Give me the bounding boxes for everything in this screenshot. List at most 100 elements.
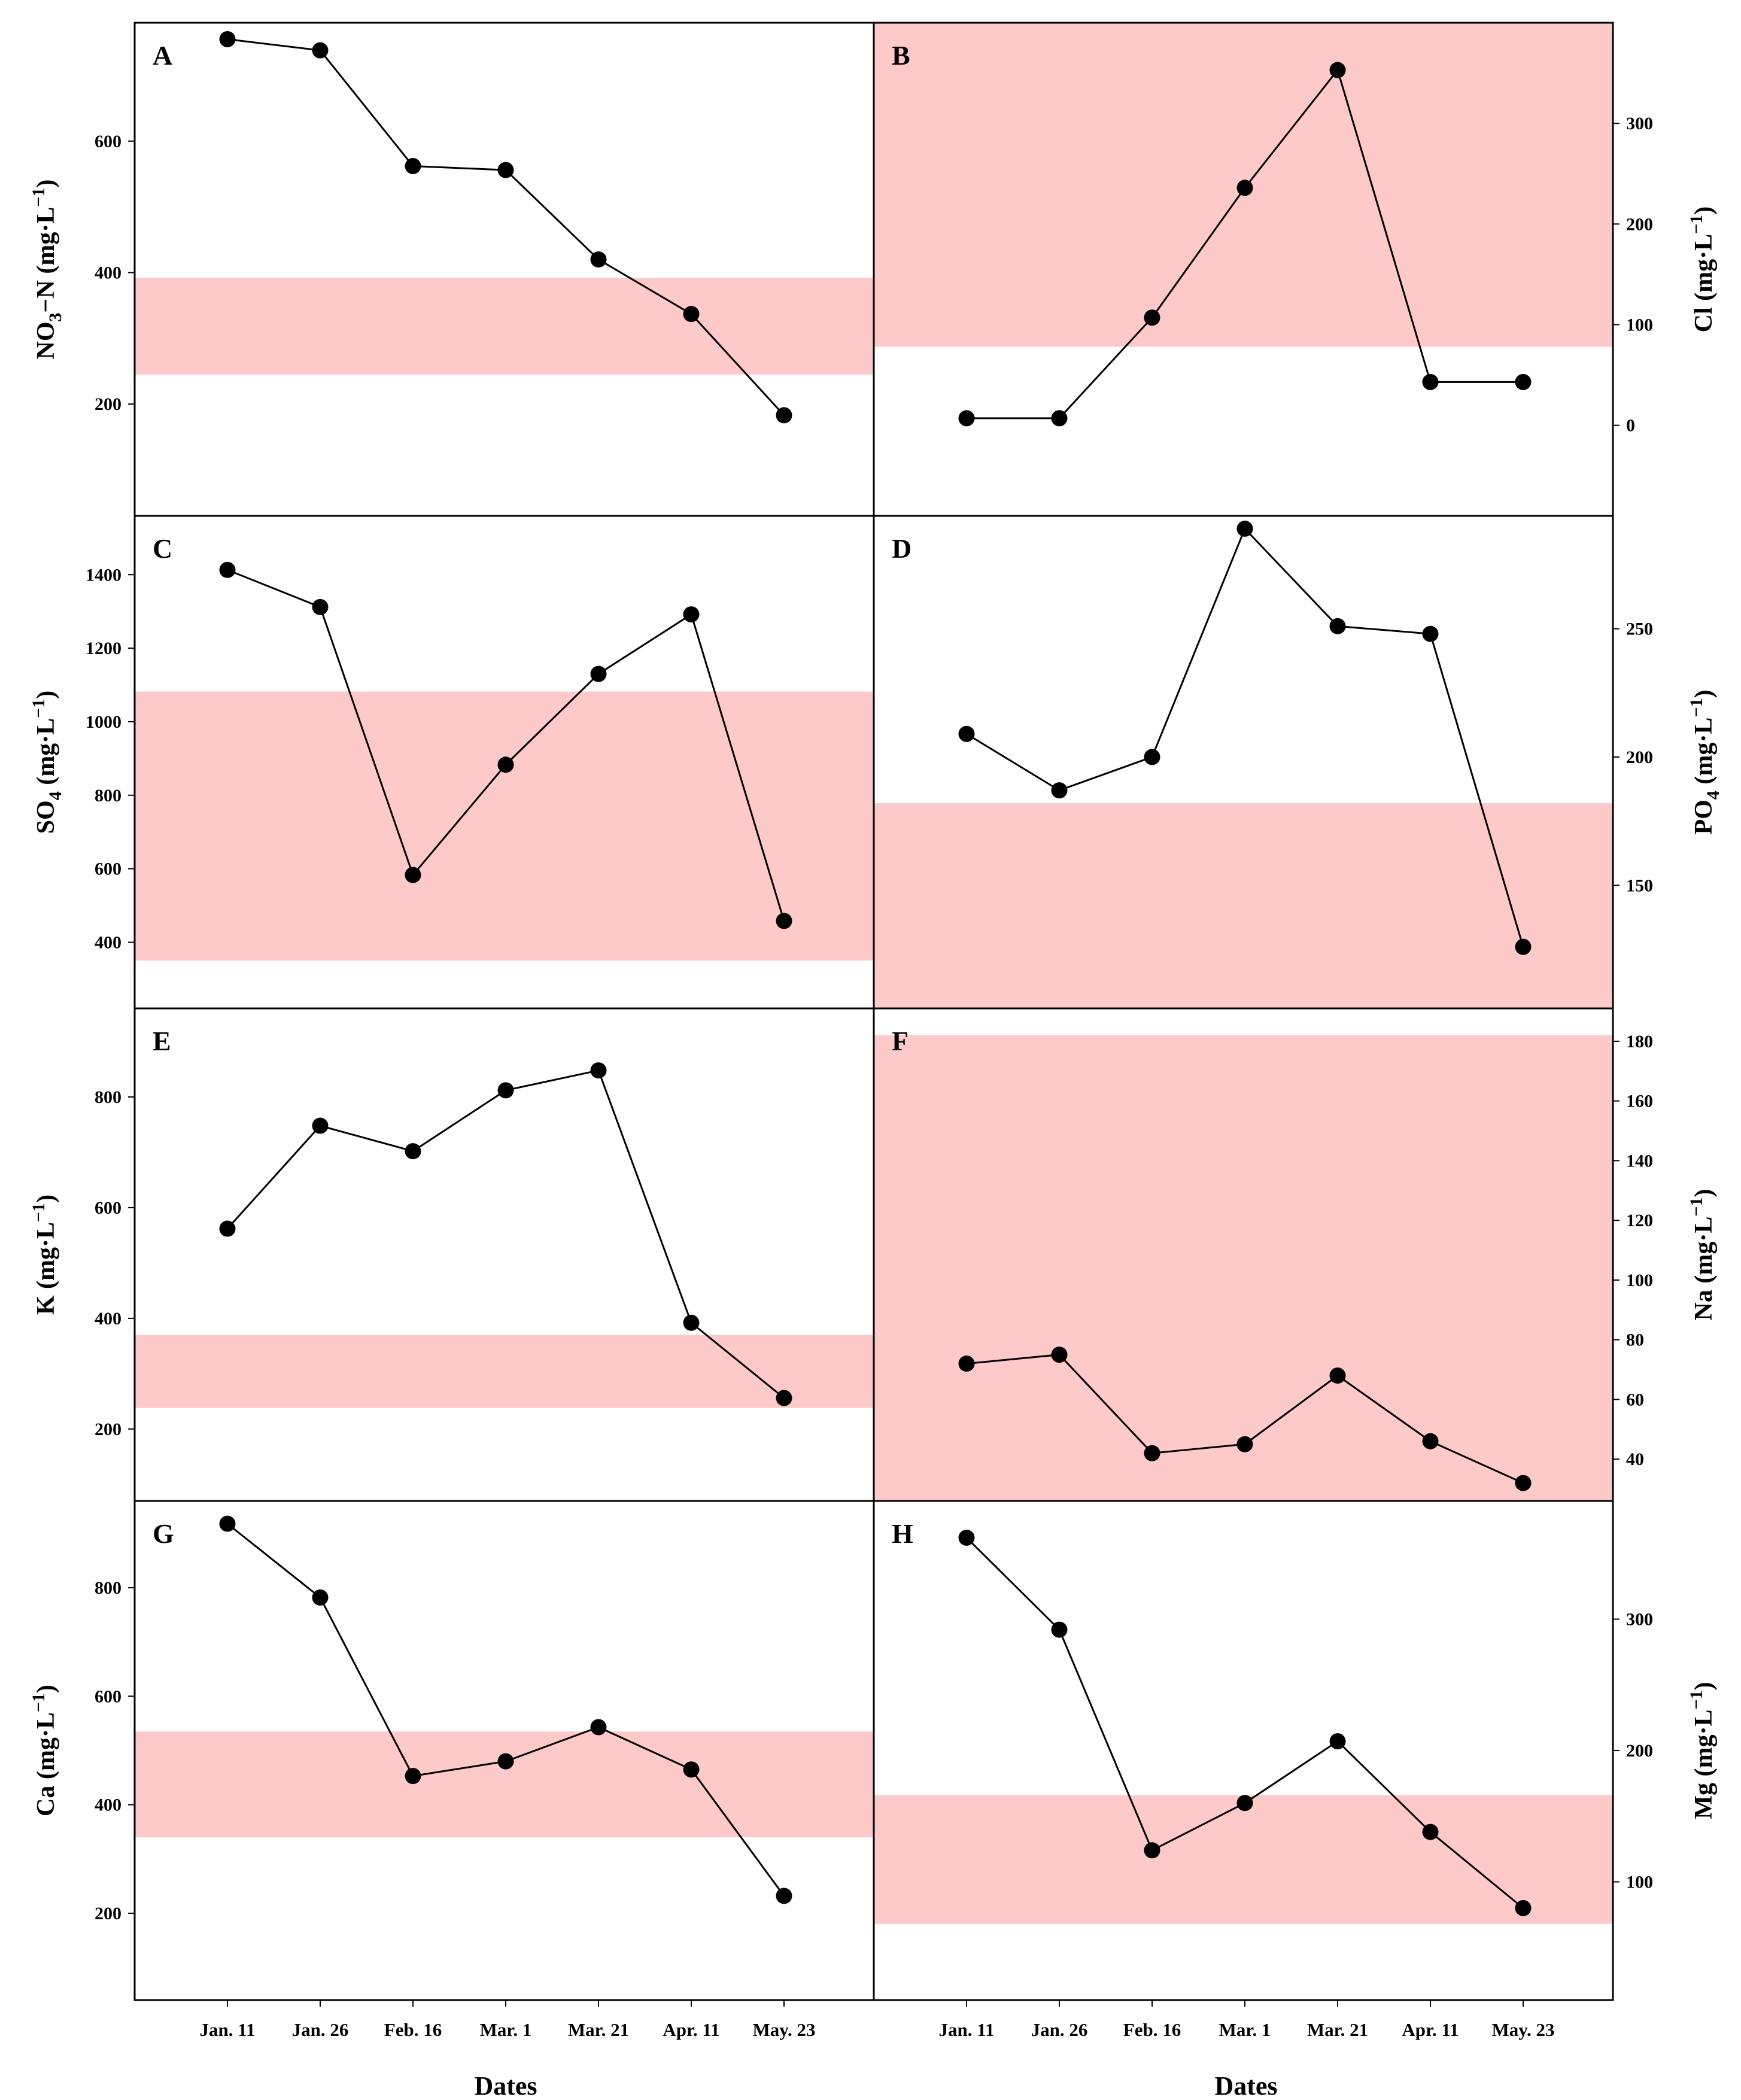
y-tick-label-f: 40	[1626, 1449, 1644, 1469]
data-point-f	[1515, 1475, 1532, 1491]
data-point-b	[958, 410, 975, 427]
y-tick-label-c: 1000	[86, 712, 121, 732]
data-point-h	[1515, 1900, 1532, 1916]
x-tick-label: Jan. 26	[292, 2019, 349, 2040]
y-tick-label-c: 1200	[86, 639, 121, 658]
data-point-f	[1144, 1445, 1160, 1461]
y-tick-label-f: 180	[1626, 1032, 1653, 1051]
data-point-a	[405, 158, 421, 175]
y-tick-label-d: 150	[1626, 876, 1653, 895]
band-e	[135, 1335, 874, 1408]
y-tick-label-g: 600	[95, 1686, 121, 1706]
data-point-f	[1236, 1436, 1253, 1452]
data-point-e	[312, 1117, 329, 1134]
y-tick-label-h: 200	[1626, 1741, 1653, 1761]
x-tick-label: May. 23	[1491, 2019, 1554, 2040]
panel-f: 40 60 80 100 120 140 160 180 F Na (mg·L−1)	[874, 1026, 1718, 1501]
data-point-f	[1422, 1433, 1439, 1449]
band-f	[874, 1035, 1613, 1501]
x-tick-label: Feb. 16	[384, 2019, 442, 2040]
panel-letter-g: G	[153, 1518, 174, 1549]
y-axis-title-a: NO3−N (mg·L−1)	[29, 180, 65, 360]
y-tick-label-b: 200	[1626, 214, 1653, 234]
y-tick-label-f: 160	[1626, 1092, 1653, 1111]
data-point-g	[776, 1888, 792, 1904]
x-tick-label: Jan. 11	[199, 2019, 255, 2040]
y-tick-label-a: 400	[95, 263, 121, 282]
x-tick-label: Mar. 1	[1219, 2019, 1271, 2040]
y-tick-label-e: 200	[95, 1420, 121, 1439]
y-tick-label-c: 800	[95, 786, 121, 806]
band-g	[135, 1731, 874, 1838]
y-tick-label-e: 800	[95, 1087, 121, 1107]
data-point-b	[1422, 373, 1439, 390]
data-point-g	[312, 1589, 329, 1606]
y-tick-label-f: 60	[1626, 1390, 1644, 1409]
data-point-c	[219, 561, 236, 578]
y-axis-title-b: Cl (mg·L−1)	[1687, 206, 1718, 333]
y-tick-label-e: 400	[95, 1309, 121, 1329]
data-point-c	[590, 665, 607, 682]
data-point-b	[1236, 180, 1253, 196]
panel-letter-b: B	[892, 40, 910, 71]
data-point-b	[1515, 373, 1532, 390]
panel-letter-c: C	[153, 533, 172, 564]
y-tick-label-a: 600	[95, 132, 121, 151]
panel-a: 200 400 600 A NO3−N (mg·L−1)	[29, 31, 874, 424]
panel-letter-e: E	[153, 1026, 171, 1056]
data-point-g	[497, 1753, 514, 1770]
data-point-e	[590, 1062, 607, 1079]
data-point-d	[1422, 625, 1439, 642]
data-point-a	[497, 162, 514, 178]
band-d	[874, 803, 1613, 1008]
data-point-e	[776, 1390, 792, 1406]
y-tick-label-h: 300	[1626, 1610, 1653, 1630]
y-tick-label-b: 300	[1626, 114, 1653, 133]
band-c	[135, 691, 874, 961]
y-tick-label-c: 600	[95, 859, 121, 879]
y-tick-label-d: 200	[1626, 747, 1653, 767]
data-point-g	[405, 1768, 421, 1785]
data-point-a	[590, 251, 607, 268]
data-point-e	[497, 1082, 514, 1099]
x-tick-label: Apr. 11	[663, 2019, 719, 2040]
panel-c: 400 600 800 1000 1200 1400 C SO4 (mg·L−1)	[29, 533, 874, 961]
y-axis-title-d: PO4 (mg·L−1)	[1687, 690, 1723, 835]
y-tick-label-a: 200	[95, 394, 121, 414]
data-point-g	[219, 1515, 236, 1532]
data-point-h	[1144, 1842, 1160, 1859]
panel-e: 200 400 600 800 E K (mg·L−1)	[29, 1026, 874, 1439]
panel-d: 150 200 250 D PO4 (mg·L−1)	[874, 520, 1723, 1008]
x-tick-label: Feb. 16	[1123, 2019, 1181, 2040]
panel-b: 0 100 200 300 B Cl (mg·L−1)	[874, 23, 1718, 436]
y-axis-title-g: Ca (mg·L−1)	[29, 1685, 60, 1816]
data-point-a	[312, 42, 329, 59]
data-point-g	[590, 1719, 607, 1736]
data-point-b	[1329, 62, 1346, 78]
data-point-a	[219, 31, 236, 47]
data-point-a	[683, 306, 700, 323]
y-axis-title-e: K (mg·L−1)	[29, 1195, 60, 1315]
band-h	[874, 1795, 1613, 1924]
data-point-c	[497, 756, 514, 773]
y-tick-label-f: 100	[1626, 1271, 1653, 1290]
y-tick-label-g: 200	[95, 1904, 121, 1923]
data-point-f	[1329, 1367, 1346, 1384]
y-tick-label-b: 0	[1626, 416, 1635, 436]
x-tick-label: Apr. 11	[1402, 2019, 1459, 2040]
y-tick-label-c: 400	[95, 932, 121, 952]
data-point-h	[1422, 1824, 1439, 1840]
x-tick-label: Mar. 21	[568, 2019, 629, 2040]
data-point-c	[776, 913, 792, 929]
data-point-e	[219, 1220, 236, 1237]
data-point-f	[958, 1356, 975, 1372]
y-tick-label-f: 140	[1626, 1151, 1653, 1171]
x-tick-label: Jan. 11	[938, 2019, 994, 2040]
y-axis-title-c: SO4 (mg·L−1)	[29, 691, 65, 834]
x-tick-label: Jan. 26	[1031, 2019, 1088, 2040]
y-axis-title-f: Na (mg·L−1)	[1687, 1189, 1718, 1321]
data-point-a	[776, 407, 792, 424]
y-tick-label-f: 120	[1626, 1211, 1653, 1230]
data-point-d	[1236, 520, 1253, 537]
